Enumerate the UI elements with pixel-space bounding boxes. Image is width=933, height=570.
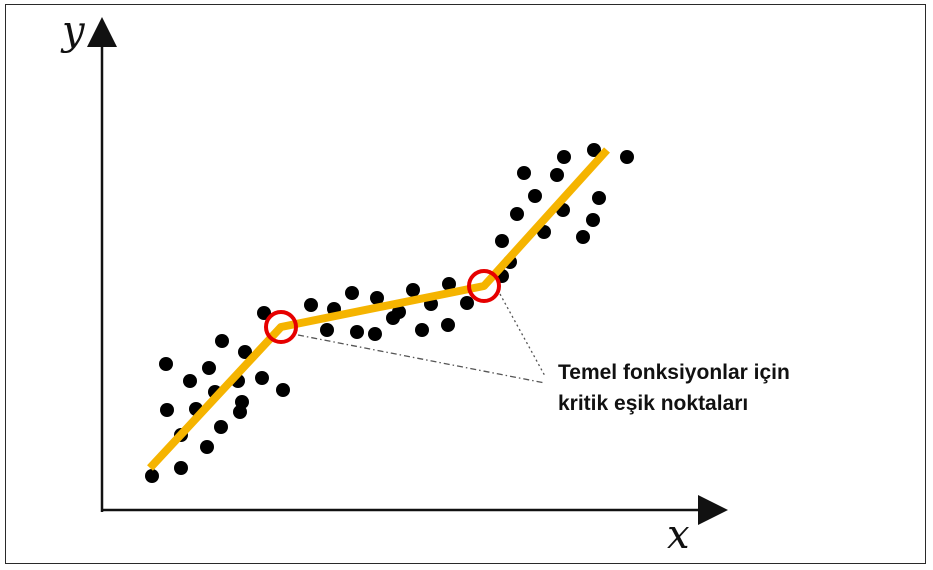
scatter-point (202, 361, 216, 375)
scatter-point (586, 213, 600, 227)
scatter-point (528, 189, 542, 203)
scatter-point (587, 143, 601, 157)
scatter-point (517, 166, 531, 180)
breakpoint-circle-2 (467, 269, 501, 303)
scatter-point (592, 191, 606, 205)
scatter-point (495, 234, 509, 248)
scatter-point (160, 403, 174, 417)
scatter-point (257, 306, 271, 320)
figure-frame (5, 4, 926, 564)
scatter-point (460, 296, 474, 310)
scatter-point (238, 345, 252, 359)
y-axis-label: y (60, 8, 86, 54)
x-axis-label: x (667, 512, 690, 558)
scatter-point (159, 357, 173, 371)
leader-lines (297, 293, 546, 384)
scatter-point (276, 383, 290, 397)
scatter-point (392, 305, 406, 319)
scatter-point (304, 298, 318, 312)
leader-line-2 (499, 293, 546, 377)
scatter-point (620, 150, 634, 164)
scatter-point (370, 291, 384, 305)
piecewise-fit-line (147, 147, 610, 471)
scatter-point (183, 374, 197, 388)
annotation-line-1: Temel fonksiyonlar için (558, 361, 790, 384)
scatter-point (510, 207, 524, 221)
scatter-points (145, 143, 634, 483)
annotation-line-2: kritik eşik noktaları (558, 392, 749, 415)
scatter-point (442, 277, 456, 291)
scatter-point (550, 168, 564, 182)
scatter-point (576, 230, 590, 244)
scatter-point (320, 323, 334, 337)
breakpoint-circle-1 (264, 310, 298, 344)
scatter-point (145, 469, 159, 483)
scatter-point (415, 323, 429, 337)
scatter-point (406, 283, 420, 297)
scatter-point (174, 461, 188, 475)
breakpoint-annotation: Temel fonksiyonlar için kritik eşik nokt… (558, 357, 888, 419)
scatter-point (441, 318, 455, 332)
scatter-point (350, 325, 364, 339)
scatter-point (214, 420, 228, 434)
scatter-point (557, 150, 571, 164)
scatter-point (215, 334, 229, 348)
scatter-point (345, 286, 359, 300)
scatter-point (368, 327, 382, 341)
leader-line-1 (297, 334, 546, 384)
scatter-point (200, 440, 214, 454)
scatter-point (255, 371, 269, 385)
scatter-point (233, 405, 247, 419)
